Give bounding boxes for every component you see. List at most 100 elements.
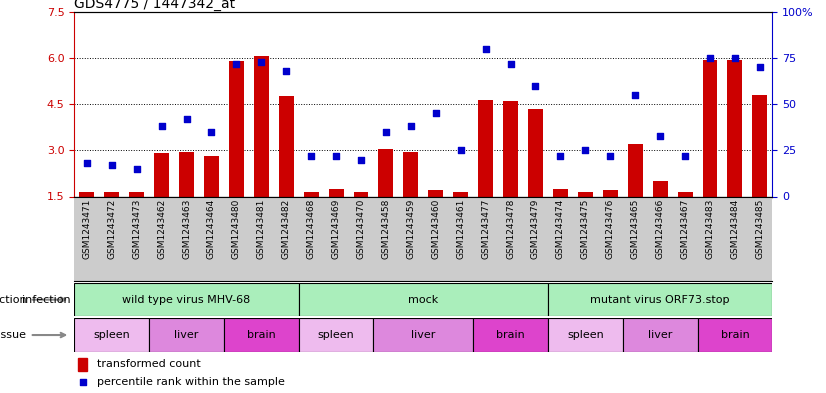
Point xyxy=(230,61,243,67)
Text: spleen: spleen xyxy=(567,330,604,340)
Text: GSM1243476: GSM1243476 xyxy=(605,199,615,259)
Point xyxy=(130,166,143,172)
Bar xyxy=(528,109,543,196)
Text: GSM1243480: GSM1243480 xyxy=(232,199,241,259)
Text: GSM1243477: GSM1243477 xyxy=(481,199,490,259)
Text: GDS4775 / 1447342_at: GDS4775 / 1447342_at xyxy=(74,0,235,11)
Text: GSM1243472: GSM1243472 xyxy=(107,199,116,259)
Point xyxy=(305,153,318,159)
Bar xyxy=(503,101,518,196)
Bar xyxy=(150,318,224,352)
Text: infection: infection xyxy=(21,295,70,305)
Text: GSM1243474: GSM1243474 xyxy=(556,199,565,259)
Bar xyxy=(299,318,373,352)
Text: brain: brain xyxy=(247,330,276,340)
Text: GSM1243483: GSM1243483 xyxy=(705,199,714,259)
Text: GSM1243473: GSM1243473 xyxy=(132,199,141,259)
Bar xyxy=(728,59,743,196)
Bar xyxy=(478,99,493,196)
Text: GSM1243481: GSM1243481 xyxy=(257,199,266,259)
Bar xyxy=(623,318,697,352)
Text: liver: liver xyxy=(174,330,199,340)
Point xyxy=(704,55,717,61)
Point xyxy=(678,153,691,159)
Bar xyxy=(677,192,692,196)
Text: GSM1243465: GSM1243465 xyxy=(631,199,639,259)
Point xyxy=(553,153,567,159)
Point xyxy=(205,129,218,135)
Point xyxy=(529,83,542,89)
Bar xyxy=(79,192,94,196)
Bar xyxy=(628,144,643,196)
Point xyxy=(729,55,742,61)
Point xyxy=(653,132,667,139)
Text: GSM1243463: GSM1243463 xyxy=(182,199,191,259)
Text: GSM1243466: GSM1243466 xyxy=(656,199,665,259)
Text: GSM1243469: GSM1243469 xyxy=(331,199,340,259)
Text: GSM1243467: GSM1243467 xyxy=(681,199,690,259)
Bar xyxy=(104,192,119,196)
Text: GSM1243470: GSM1243470 xyxy=(357,199,366,259)
Text: tissue: tissue xyxy=(0,330,26,340)
Point xyxy=(330,153,343,159)
Bar xyxy=(702,59,718,196)
Bar xyxy=(403,152,418,196)
Point xyxy=(80,160,93,166)
Text: GSM1243468: GSM1243468 xyxy=(306,199,316,259)
Bar xyxy=(299,283,548,316)
Point xyxy=(504,61,517,67)
Text: GSM1243461: GSM1243461 xyxy=(456,199,465,259)
Text: brain: brain xyxy=(496,330,525,340)
Bar xyxy=(329,189,344,196)
Text: wild type virus MHV-68: wild type virus MHV-68 xyxy=(122,295,250,305)
Text: GSM1243471: GSM1243471 xyxy=(83,199,92,259)
Bar xyxy=(429,190,444,196)
Text: GSM1243458: GSM1243458 xyxy=(382,199,391,259)
Bar xyxy=(304,192,319,196)
Text: spleen: spleen xyxy=(318,330,354,340)
Point xyxy=(604,153,617,159)
Text: GSM1243484: GSM1243484 xyxy=(730,199,739,259)
Bar xyxy=(78,358,88,371)
Text: liver: liver xyxy=(648,330,672,340)
Bar xyxy=(373,318,473,352)
Bar xyxy=(603,190,618,196)
Bar xyxy=(453,192,468,196)
Text: infection: infection xyxy=(0,295,26,305)
Point xyxy=(404,123,417,129)
Bar xyxy=(204,156,219,196)
Text: GSM1243482: GSM1243482 xyxy=(282,199,291,259)
Point xyxy=(155,123,169,129)
Bar xyxy=(548,318,623,352)
Bar xyxy=(752,95,767,196)
Bar xyxy=(129,192,145,196)
Bar xyxy=(473,318,548,352)
Point xyxy=(280,68,293,74)
Point xyxy=(105,162,118,168)
Bar xyxy=(229,61,244,196)
Bar xyxy=(74,318,150,352)
Bar xyxy=(154,153,169,196)
Point xyxy=(454,147,468,153)
Text: transformed count: transformed count xyxy=(97,359,201,369)
Bar xyxy=(224,318,299,352)
Point xyxy=(579,147,592,153)
Point xyxy=(629,92,642,98)
Bar xyxy=(179,152,194,196)
Point xyxy=(379,129,392,135)
Bar xyxy=(74,283,299,316)
Point xyxy=(479,46,492,52)
Text: GSM1243478: GSM1243478 xyxy=(506,199,515,259)
Text: percentile rank within the sample: percentile rank within the sample xyxy=(97,377,284,387)
Bar xyxy=(697,318,772,352)
Point xyxy=(331,303,344,309)
Text: mock: mock xyxy=(408,295,439,305)
Point xyxy=(180,116,193,122)
Text: GSM1243459: GSM1243459 xyxy=(406,199,415,259)
Text: liver: liver xyxy=(411,330,435,340)
Bar xyxy=(378,149,393,196)
Point xyxy=(753,64,767,70)
Text: GSM1243475: GSM1243475 xyxy=(581,199,590,259)
Text: GSM1243479: GSM1243479 xyxy=(531,199,540,259)
Point xyxy=(254,59,268,65)
